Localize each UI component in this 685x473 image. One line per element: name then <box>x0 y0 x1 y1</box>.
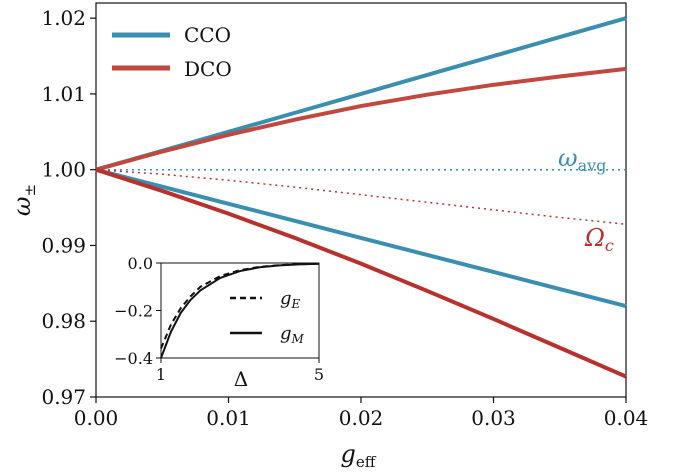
inset-x-tick-label: 5 <box>314 365 324 384</box>
x-tick-label: 0.04 <box>604 406 649 430</box>
y-tick-label: 1.00 <box>41 158 86 182</box>
x-axis-label: geff <box>341 440 377 471</box>
y-axis-label: ω± <box>8 184 39 216</box>
series-line-2 <box>95 66 627 172</box>
legend: CCO DCO <box>112 23 232 81</box>
main-ticks-group: 0.00 0.01 0.02 0.03 0.040.970.980.991.001.01… <box>41 6 648 430</box>
y-tick-label: 1.02 <box>41 6 86 30</box>
y-tick-label: 0.99 <box>41 233 86 257</box>
inset-x-axis-label: Δ <box>234 367 248 391</box>
inset-y-tick-label: −0.4 <box>114 349 153 368</box>
series-line-1 <box>95 167 627 309</box>
annotation-omega-avg: ωavg <box>558 144 606 175</box>
y-tick-label: 0.98 <box>41 309 86 333</box>
series-line-5 <box>95 168 627 225</box>
legend-label-cco: CCO <box>184 23 231 47</box>
main-series-group <box>95 16 627 379</box>
inset-series-line-1 <box>160 262 320 359</box>
x-tick-label: 0.03 <box>471 406 516 430</box>
series-line-3 <box>95 167 627 379</box>
x-tick-label: 0.02 <box>339 406 384 430</box>
x-tick-label: 0.00 <box>74 406 119 430</box>
y-tick-label: 1.01 <box>41 82 86 106</box>
inset-chart: 1 50.0−0.2−0.4 Δ gE gM <box>114 254 324 391</box>
x-tick-label: 0.01 <box>206 406 251 430</box>
inset-ticks-group: 1 5 0.0 −0.2 −0.4 <box>114 254 324 384</box>
legend-label-dco: DCO <box>184 57 232 81</box>
inset-x-tick-label: 1 <box>156 365 166 384</box>
annotation-omega-c: Ωc <box>584 224 614 255</box>
inset-series-group <box>160 262 320 359</box>
inset-y-tick-label: −0.2 <box>114 302 153 321</box>
inset-y-tick-label: 0.0 <box>128 254 153 273</box>
inset-background <box>161 263 319 358</box>
y-tick-label: 0.97 <box>41 385 86 409</box>
